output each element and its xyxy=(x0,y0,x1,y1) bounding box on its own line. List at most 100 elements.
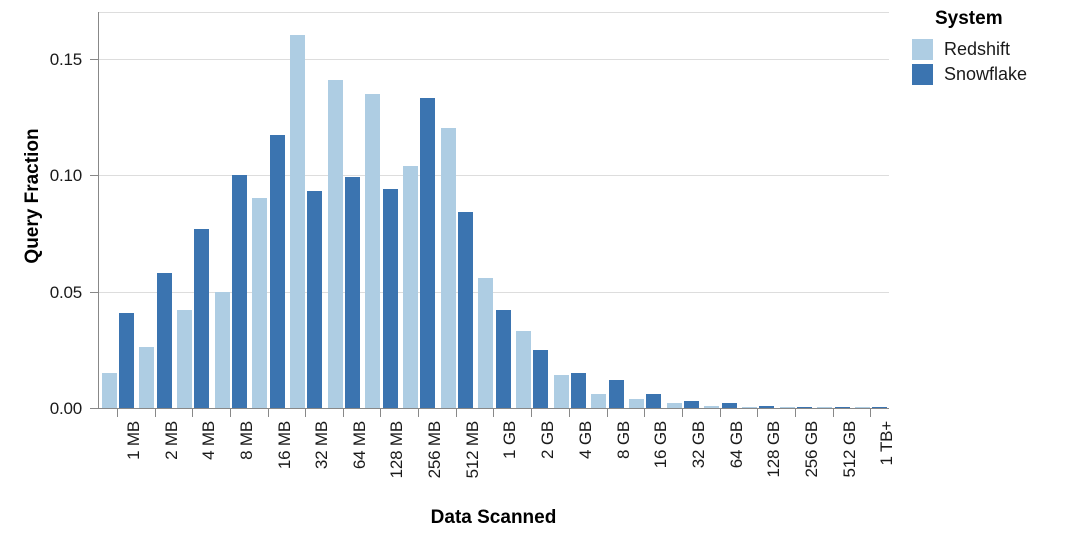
legend-label: Snowflake xyxy=(944,64,1028,84)
x-tick-mark xyxy=(456,409,457,417)
bar-snowflake-512mb xyxy=(457,212,474,408)
x-tick-label: 128 GB xyxy=(764,421,783,478)
legend-label: Redshift xyxy=(944,39,1011,59)
legend: System Redshift Snowflake xyxy=(912,8,1072,89)
plot-top-border xyxy=(98,12,889,13)
bar-redshift-512gb xyxy=(817,407,833,408)
y-axis-title: Query Fraction xyxy=(22,128,43,264)
x-tick-label: 256 MB xyxy=(425,421,444,479)
bar-snowflake-256gb xyxy=(796,406,813,408)
x-tick-label: 16 MB xyxy=(275,421,294,470)
bar-snowflake-64mb xyxy=(344,177,361,408)
bar-redshift-4mb xyxy=(176,310,193,408)
x-tick-label: 1 MB xyxy=(124,421,143,460)
y-tick-label: 0.10 xyxy=(49,166,82,186)
y-tick-mark xyxy=(90,58,98,60)
x-tick-label: 4 GB xyxy=(576,421,595,459)
bar-snowflake-512gb xyxy=(834,407,850,408)
bar-redshift-256mb xyxy=(402,165,419,408)
bar-snowflake-256mb xyxy=(420,98,436,408)
x-tick-label: 512 MB xyxy=(463,421,482,479)
bar-redshift-8gb xyxy=(591,394,607,408)
bar-snowflake-4mb xyxy=(194,228,210,408)
x-tick-label: 32 MB xyxy=(312,421,331,470)
x-tick-mark xyxy=(305,409,306,417)
y-tick-label: 0.05 xyxy=(49,282,82,302)
x-axis-title: Data Scanned xyxy=(430,507,557,528)
legend-swatch-redshift xyxy=(912,39,933,60)
y-tick-mark xyxy=(90,175,98,177)
legend-item-snowflake[interactable]: Snowflake xyxy=(912,64,1072,85)
x-tick-mark xyxy=(192,409,193,417)
x-tick-label: 64 GB xyxy=(727,421,746,469)
bars-container xyxy=(99,12,888,408)
x-tick-label: 128 MB xyxy=(387,421,406,479)
x-tick-mark xyxy=(757,409,758,417)
y-axis-line xyxy=(98,12,99,409)
x-tick-mark xyxy=(569,409,570,417)
x-tick-label: 2 MB xyxy=(162,421,181,460)
x-tick-label: 2 GB xyxy=(538,421,557,459)
bar-redshift-256gb xyxy=(779,407,795,408)
x-tick-label: 1 TB+ xyxy=(877,421,896,466)
bar-redshift-16gb xyxy=(628,398,645,408)
x-tick-label: 8 MB xyxy=(237,421,256,460)
x-tick-mark xyxy=(493,409,494,417)
x-tick-label: 1 GB xyxy=(500,421,519,459)
x-tick-mark xyxy=(870,409,871,417)
bar-redshift-8mb xyxy=(214,291,230,408)
bar-redshift-64gb xyxy=(704,405,720,408)
x-tick-label: 512 GB xyxy=(840,421,859,478)
bar-redshift-4gb xyxy=(553,375,569,408)
bar-redshift-512mb xyxy=(440,128,456,408)
x-tick-mark xyxy=(418,409,419,417)
x-tick-mark xyxy=(795,409,796,417)
x-tick-label: 4 MB xyxy=(199,421,218,460)
bar-snowflake-2gb xyxy=(533,349,549,408)
bar-snowflake-16mb xyxy=(269,135,285,408)
bar-snowflake-8gb xyxy=(608,380,624,408)
x-tick-mark xyxy=(531,409,532,417)
bar-redshift-1tb xyxy=(854,407,871,408)
x-tick-mark xyxy=(644,409,645,417)
gridline xyxy=(98,58,889,60)
bar-redshift-64mb xyxy=(327,79,343,408)
x-tick-mark xyxy=(343,409,344,417)
legend-swatch-snowflake xyxy=(912,64,933,85)
bar-snowflake-2mb xyxy=(156,272,172,408)
x-axis-line xyxy=(98,408,889,409)
bar-snowflake-16gb xyxy=(646,394,662,408)
x-tick-mark xyxy=(155,409,156,417)
bar-redshift-16mb xyxy=(252,198,268,408)
bar-redshift-32mb xyxy=(289,35,306,408)
bar-redshift-1mb xyxy=(101,373,117,408)
bar-redshift-32gb xyxy=(666,403,682,408)
x-tick-mark xyxy=(380,409,381,417)
gridline xyxy=(98,175,889,177)
bar-redshift-1gb xyxy=(478,277,494,408)
x-tick-mark xyxy=(117,409,118,417)
x-tick-mark xyxy=(833,409,834,417)
gridline xyxy=(98,291,889,293)
x-tick-mark xyxy=(682,409,683,417)
bar-snowflake-1mb xyxy=(118,312,135,408)
x-tick-mark xyxy=(268,409,269,417)
x-tick-label: 256 GB xyxy=(802,421,821,478)
x-tick-mark xyxy=(607,409,608,417)
bar-snowflake-32gb xyxy=(683,401,700,408)
x-tick-label: 8 GB xyxy=(614,421,633,459)
x-tick-label: 16 GB xyxy=(651,421,670,469)
y-tick-mark xyxy=(90,408,98,409)
bar-snowflake-8mb xyxy=(231,175,248,408)
x-tick-label: 64 MB xyxy=(350,421,369,470)
bar-snowflake-32mb xyxy=(307,191,323,408)
y-tick-mark xyxy=(90,291,98,293)
x-tick-mark xyxy=(720,409,721,417)
legend-item-redshift[interactable]: Redshift xyxy=(912,39,1072,60)
legend-items: Redshift Snowflake xyxy=(912,39,1072,85)
bar-redshift-2mb xyxy=(139,347,155,408)
bar-snowflake-128mb xyxy=(382,189,398,408)
bar-redshift-128gb xyxy=(741,406,758,408)
bar-redshift-2gb xyxy=(515,331,532,408)
